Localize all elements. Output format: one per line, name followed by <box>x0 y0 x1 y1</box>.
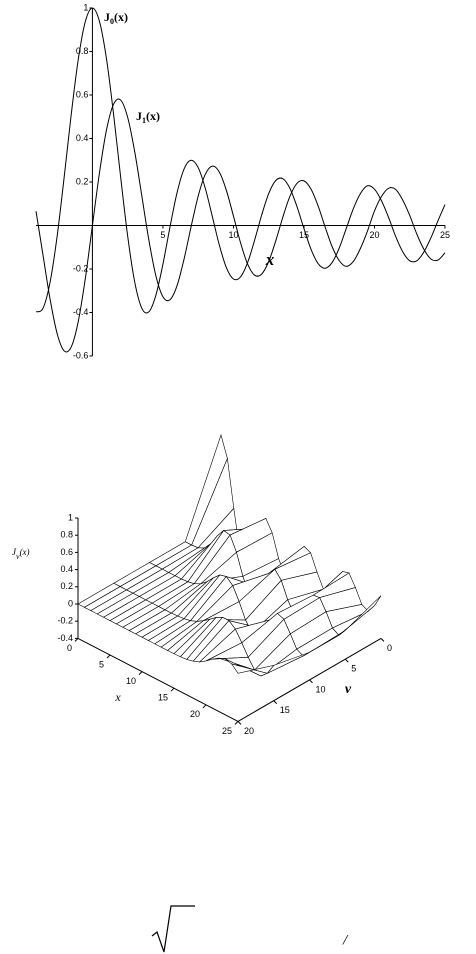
z-tick-label: 0 <box>68 598 73 608</box>
x-tick-label: 15 <box>158 693 168 703</box>
label-base: J <box>136 109 142 123</box>
nu-tick-label: 5 <box>351 664 356 674</box>
x-tick-label: 15 <box>299 230 309 240</box>
nu-tick <box>237 721 242 725</box>
y-tick-label: 0.2 <box>76 176 89 186</box>
z-tick-label: 0.2 <box>60 581 73 591</box>
z-tick-label: -0.4 <box>57 633 73 643</box>
x-axis-label: x <box>114 690 121 704</box>
z-tick-label: 1 <box>68 512 73 522</box>
x-axis <box>77 637 239 722</box>
sqrt-sign <box>151 905 195 953</box>
z-axis-label: Jν(x) <box>12 547 30 561</box>
x-axis-label: x <box>265 250 275 269</box>
series-label: J0(x) <box>104 10 128 26</box>
nu-tick-label: 0 <box>387 643 392 653</box>
label-sub: ν <box>16 552 20 561</box>
label-arg: (x) <box>146 109 160 123</box>
nu-tick <box>309 679 313 684</box>
series-label: J1(x) <box>136 109 160 125</box>
nu-tick-label: 15 <box>280 705 290 715</box>
y-tick-label: -0.4 <box>73 307 89 317</box>
x-tick-label: 10 <box>126 676 136 686</box>
x-tick <box>234 721 239 725</box>
x-tick-label: 10 <box>228 230 238 240</box>
label-base: J <box>104 10 110 24</box>
nu-tick <box>273 700 278 705</box>
x-tick <box>170 687 175 692</box>
y-tick-label: -0.6 <box>73 350 89 360</box>
y-tick-label: -0.2 <box>73 263 89 273</box>
surface-patch <box>230 663 275 674</box>
x-tick <box>74 638 79 642</box>
nu-tick <box>344 658 349 663</box>
y-tick-label: 0.8 <box>76 46 89 56</box>
x-tick-label: 5 <box>160 230 165 240</box>
z-tick-label: 0.8 <box>60 530 73 540</box>
x-tick-label: 5 <box>99 659 104 669</box>
nu-axis-label: ν <box>345 682 352 697</box>
x-tick-label: 25 <box>222 726 232 736</box>
x-tick-label: 20 <box>190 709 200 719</box>
z-tick-label: -0.2 <box>57 616 73 626</box>
formula-slash: / <box>342 932 349 948</box>
x-tick-label: 0 <box>67 643 72 653</box>
y-tick-label: 1 <box>83 2 88 12</box>
z-tick-label: 0.4 <box>60 564 73 574</box>
z-tick-label: 0.6 <box>60 547 73 557</box>
y-tick-label: 0.6 <box>76 89 89 99</box>
nu-tick-label: 10 <box>316 684 326 694</box>
x-tick-label: 25 <box>440 230 450 240</box>
label-arg: (x) <box>20 547 30 557</box>
label-sub: 0 <box>110 17 114 26</box>
x-tick-label: 20 <box>369 230 379 240</box>
series-line <box>35 7 446 314</box>
x-tick <box>202 704 207 709</box>
label-arg: (x) <box>114 10 128 24</box>
x-tick <box>106 654 111 659</box>
label-base: J <box>12 547 17 557</box>
y-tick-label: 0.4 <box>76 133 89 143</box>
nu-tick-label: 20 <box>244 726 254 736</box>
series-line <box>35 98 446 353</box>
nu-tick <box>380 638 385 642</box>
label-sub: 1 <box>142 116 146 125</box>
x-tick <box>138 671 143 675</box>
